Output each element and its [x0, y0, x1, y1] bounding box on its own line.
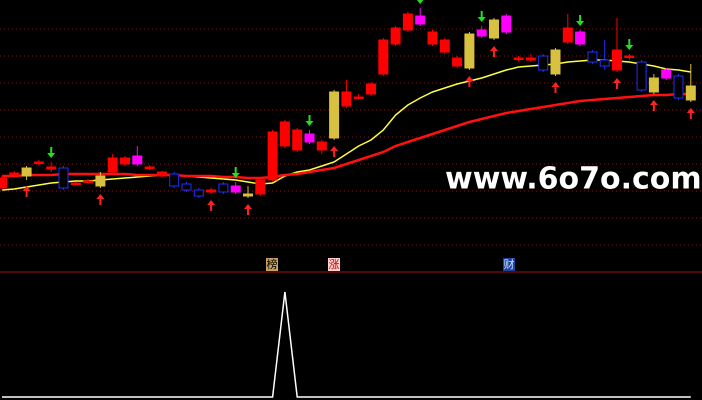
- buy-arrow: [686, 108, 695, 119]
- candle-body: [132, 155, 143, 165]
- candle-body: [156, 171, 167, 177]
- candle-body: [279, 121, 290, 147]
- candle-body: [267, 131, 278, 181]
- candle-body: [366, 83, 376, 95]
- candle-body: [206, 189, 217, 193]
- candle-body: [452, 57, 463, 67]
- candle-body: [304, 133, 315, 143]
- sell-arrow: [231, 167, 240, 178]
- buy-arrow: [22, 186, 31, 197]
- candle-body: [476, 29, 487, 37]
- candle-body: [599, 59, 610, 67]
- candle-body: [255, 179, 266, 195]
- candle-body: [193, 189, 204, 197]
- candle-body: [378, 39, 389, 75]
- candle-body: [661, 69, 672, 79]
- candle-body: [70, 182, 81, 185]
- buy-arrow: [330, 146, 339, 157]
- sell-arrow: [576, 15, 585, 26]
- watermark: www.6o7o.com: [445, 162, 702, 197]
- tag-box: [503, 258, 515, 271]
- candle-body: [144, 166, 155, 169]
- candle-body: [33, 161, 44, 164]
- buy-arrow: [613, 78, 621, 89]
- tag-label: 榜: [267, 257, 278, 271]
- candle-body: [316, 141, 327, 151]
- candle-body: [612, 49, 622, 71]
- candle-body: [648, 77, 659, 93]
- tag-label: 涨: [329, 258, 340, 271]
- tag-box: [266, 258, 278, 271]
- candle-body: [636, 61, 647, 91]
- candle-body: [575, 31, 586, 45]
- candle-body: [95, 175, 106, 187]
- candle-body: [58, 167, 69, 189]
- candle-body: [9, 172, 20, 176]
- sell-arrow: [417, 0, 424, 4]
- candle-body: [685, 85, 696, 101]
- buy-arrow: [207, 200, 216, 211]
- candle-body: [292, 129, 303, 151]
- candle-body: [107, 157, 118, 173]
- candle-body: [427, 31, 438, 45]
- candle-body: [46, 166, 57, 170]
- moving-average: [1, 59, 691, 191]
- candle-body: [538, 55, 549, 71]
- candle-body: [415, 15, 426, 25]
- buy-arrow: [551, 82, 560, 93]
- candle-body: [120, 157, 130, 165]
- candle-body: [587, 51, 598, 63]
- moving-average: [2, 92, 691, 180]
- candle-body: [181, 183, 192, 191]
- candle-body: [464, 33, 475, 69]
- tag-box: [328, 258, 340, 271]
- candle-body: [83, 180, 94, 183]
- candle-body: [341, 91, 352, 107]
- candle-body: [169, 173, 180, 187]
- candle-body: [439, 39, 450, 53]
- buy-arrow: [490, 46, 498, 57]
- sell-arrow: [47, 147, 56, 158]
- candle-body: [243, 193, 253, 197]
- buy-arrow: [649, 100, 658, 111]
- candle-body: [402, 13, 413, 31]
- buy-arrow: [244, 204, 252, 215]
- buy-arrow: [96, 194, 105, 205]
- sell-arrow: [477, 11, 486, 22]
- candle-body: [624, 55, 635, 58]
- candle-body: [390, 27, 401, 45]
- candle-body: [218, 183, 229, 193]
- indicator-line: [2, 291, 691, 398]
- candle-body: [501, 15, 512, 33]
- tag-label: 财: [504, 257, 515, 271]
- candle-body: [513, 57, 524, 60]
- candle-body: [562, 27, 573, 43]
- candle-body: [329, 91, 340, 139]
- candle-body: [550, 49, 561, 75]
- candle-body: [21, 167, 32, 177]
- sell-arrow: [305, 115, 314, 126]
- candle-body: [489, 19, 499, 39]
- candle-body: [230, 185, 241, 193]
- buy-arrow: [465, 76, 474, 87]
- candle-body: [673, 75, 684, 99]
- candle-body: [353, 96, 364, 99]
- sell-arrow: [625, 39, 634, 50]
- candle-body: [0, 177, 7, 189]
- candle-body: [525, 57, 536, 61]
